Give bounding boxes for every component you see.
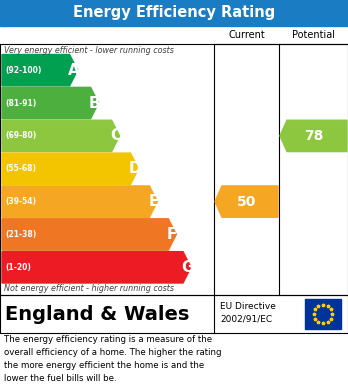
Polygon shape: [2, 120, 120, 152]
Text: (69-80): (69-80): [5, 131, 36, 140]
Text: Not energy efficient - higher running costs: Not energy efficient - higher running co…: [4, 284, 174, 293]
Text: (81-91): (81-91): [5, 99, 36, 108]
Bar: [305, 299, 341, 329]
Polygon shape: [215, 186, 278, 217]
Text: A: A: [68, 63, 79, 78]
Text: C: C: [110, 128, 121, 143]
Text: 50: 50: [237, 195, 256, 209]
Text: E: E: [148, 194, 159, 209]
Text: The energy efficiency rating is a measure of the
overall efficiency of a home. T: The energy efficiency rating is a measur…: [4, 335, 221, 382]
Text: (55-68): (55-68): [5, 164, 36, 173]
Polygon shape: [2, 252, 191, 283]
Polygon shape: [2, 186, 157, 217]
Polygon shape: [280, 120, 347, 152]
Text: 78: 78: [304, 129, 323, 143]
Polygon shape: [2, 153, 139, 185]
Text: (39-54): (39-54): [5, 197, 36, 206]
Polygon shape: [2, 87, 98, 119]
Text: B: B: [89, 95, 101, 111]
Text: Energy Efficiency Rating: Energy Efficiency Rating: [73, 5, 275, 20]
Polygon shape: [2, 219, 176, 250]
Text: (1-20): (1-20): [5, 263, 31, 272]
Text: EU Directive
2002/91/EC: EU Directive 2002/91/EC: [220, 302, 276, 324]
Text: (92-100): (92-100): [5, 66, 41, 75]
Text: G: G: [181, 260, 193, 275]
Text: Potential: Potential: [292, 30, 335, 40]
Text: Very energy efficient - lower running costs: Very energy efficient - lower running co…: [4, 46, 174, 55]
Bar: [0, 295, 348, 333]
Bar: [0, 0, 348, 26]
Text: F: F: [167, 227, 177, 242]
Text: Current: Current: [228, 30, 265, 40]
Text: England & Wales: England & Wales: [5, 305, 189, 323]
Text: (21-38): (21-38): [5, 230, 36, 239]
Polygon shape: [2, 54, 78, 86]
Text: D: D: [128, 161, 141, 176]
